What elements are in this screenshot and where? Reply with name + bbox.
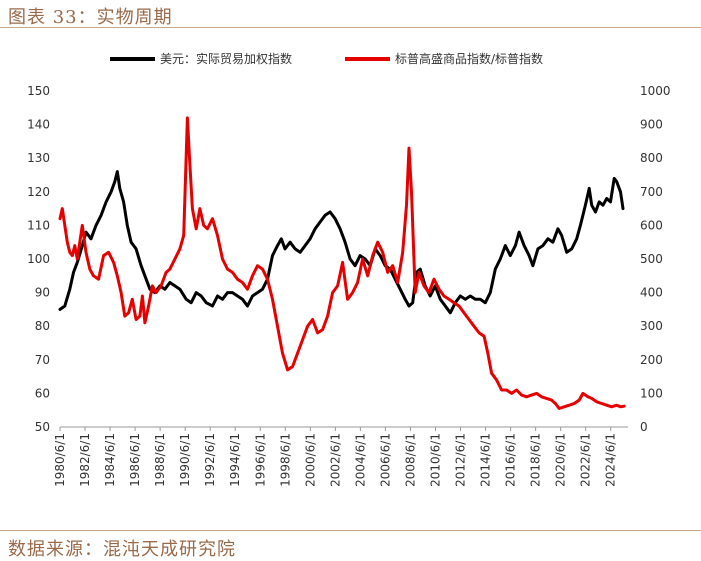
right-tick-label: 400 <box>640 286 663 300</box>
x-tick-label: 1998/6/1 <box>278 433 292 487</box>
x-tick-label: 1982/6/1 <box>78 433 92 487</box>
x-tick-label: 2018/6/1 <box>529 433 543 487</box>
right-tick-label: 0 <box>640 420 648 434</box>
bottom-divider <box>0 530 701 531</box>
x-tick-label: 2004/6/1 <box>353 433 367 487</box>
series-line-dollar-index <box>58 170 625 315</box>
dual-axis-line-chart: 美元：实际贸易加权指数 标普高盛商品指数/标普指数 50 60 70 80 90 100 11… <box>27 51 670 487</box>
x-tick-label: 1996/6/1 <box>253 433 267 487</box>
x-tick-label: 1990/6/1 <box>178 433 192 487</box>
left-tick-label: 100 <box>27 252 50 266</box>
left-tick-label: 120 <box>27 185 50 199</box>
x-tick-label: 2000/6/1 <box>303 433 317 487</box>
left-tick-label: 70 <box>35 353 50 367</box>
x-tick-label: 2024/6/1 <box>604 433 618 487</box>
x-tick-label: 2022/6/1 <box>579 433 593 487</box>
x-tick-label: 1988/6/1 <box>153 433 167 487</box>
x-tick-label: 1994/6/1 <box>228 433 242 487</box>
left-tick-label: 80 <box>35 319 50 333</box>
left-tick-label: 50 <box>35 420 50 434</box>
x-tick-label: 1992/6/1 <box>203 433 217 487</box>
right-tick-label: 800 <box>640 151 663 165</box>
x-tick-label: 1980/6/1 <box>53 433 67 487</box>
left-tick-label: 140 <box>27 118 50 132</box>
left-tick-label: 110 <box>27 218 50 232</box>
right-tick-label: 900 <box>640 118 663 132</box>
x-tick-label: 2006/6/1 <box>378 433 392 487</box>
x-tick-label: 2002/6/1 <box>328 433 342 487</box>
x-tick-label: 1984/6/1 <box>103 433 117 487</box>
left-tick-label: 150 <box>27 84 50 98</box>
data-source: 数据来源：混沌天成研究院 <box>8 539 236 560</box>
right-tick-label: 100 <box>640 386 663 400</box>
left-tick-label: 130 <box>27 151 50 165</box>
x-tick-label: 2014/6/1 <box>479 433 493 487</box>
series-line-gsci-ratio <box>58 116 626 410</box>
series-layer <box>58 116 626 410</box>
right-tick-label: 500 <box>640 252 663 266</box>
left-tick-label: 60 <box>35 386 50 400</box>
x-tick-label: 2010/6/1 <box>428 433 442 487</box>
x-tick-label: 2012/6/1 <box>454 433 468 487</box>
legend-label: 美元：实际贸易加权指数 <box>160 51 292 66</box>
right-tick-label: 200 <box>640 353 663 367</box>
x-tick-label: 1986/6/1 <box>128 433 142 487</box>
chart-title: 图表 33：实物周期 <box>8 7 173 28</box>
left-tick-label: 90 <box>35 286 50 300</box>
right-tick-label: 300 <box>640 319 663 333</box>
legend: 美元：实际贸易加权指数 标普高盛商品指数/标普指数 <box>110 51 543 66</box>
x-tick-label: 2016/6/1 <box>504 433 518 487</box>
x-tick-label: 2020/6/1 <box>554 433 568 487</box>
x-tick-label: 2008/6/1 <box>403 433 417 487</box>
right-tick-label: 700 <box>640 185 663 199</box>
axes: 50 60 70 80 90 100 110 120 130 140 150 0 100 200 300 40… <box>27 84 670 487</box>
legend-label: 标普高盛商品指数/标普指数 <box>395 51 543 66</box>
top-divider <box>0 27 701 28</box>
right-tick-label: 600 <box>640 218 663 232</box>
right-tick-label: 1000 <box>640 84 671 98</box>
